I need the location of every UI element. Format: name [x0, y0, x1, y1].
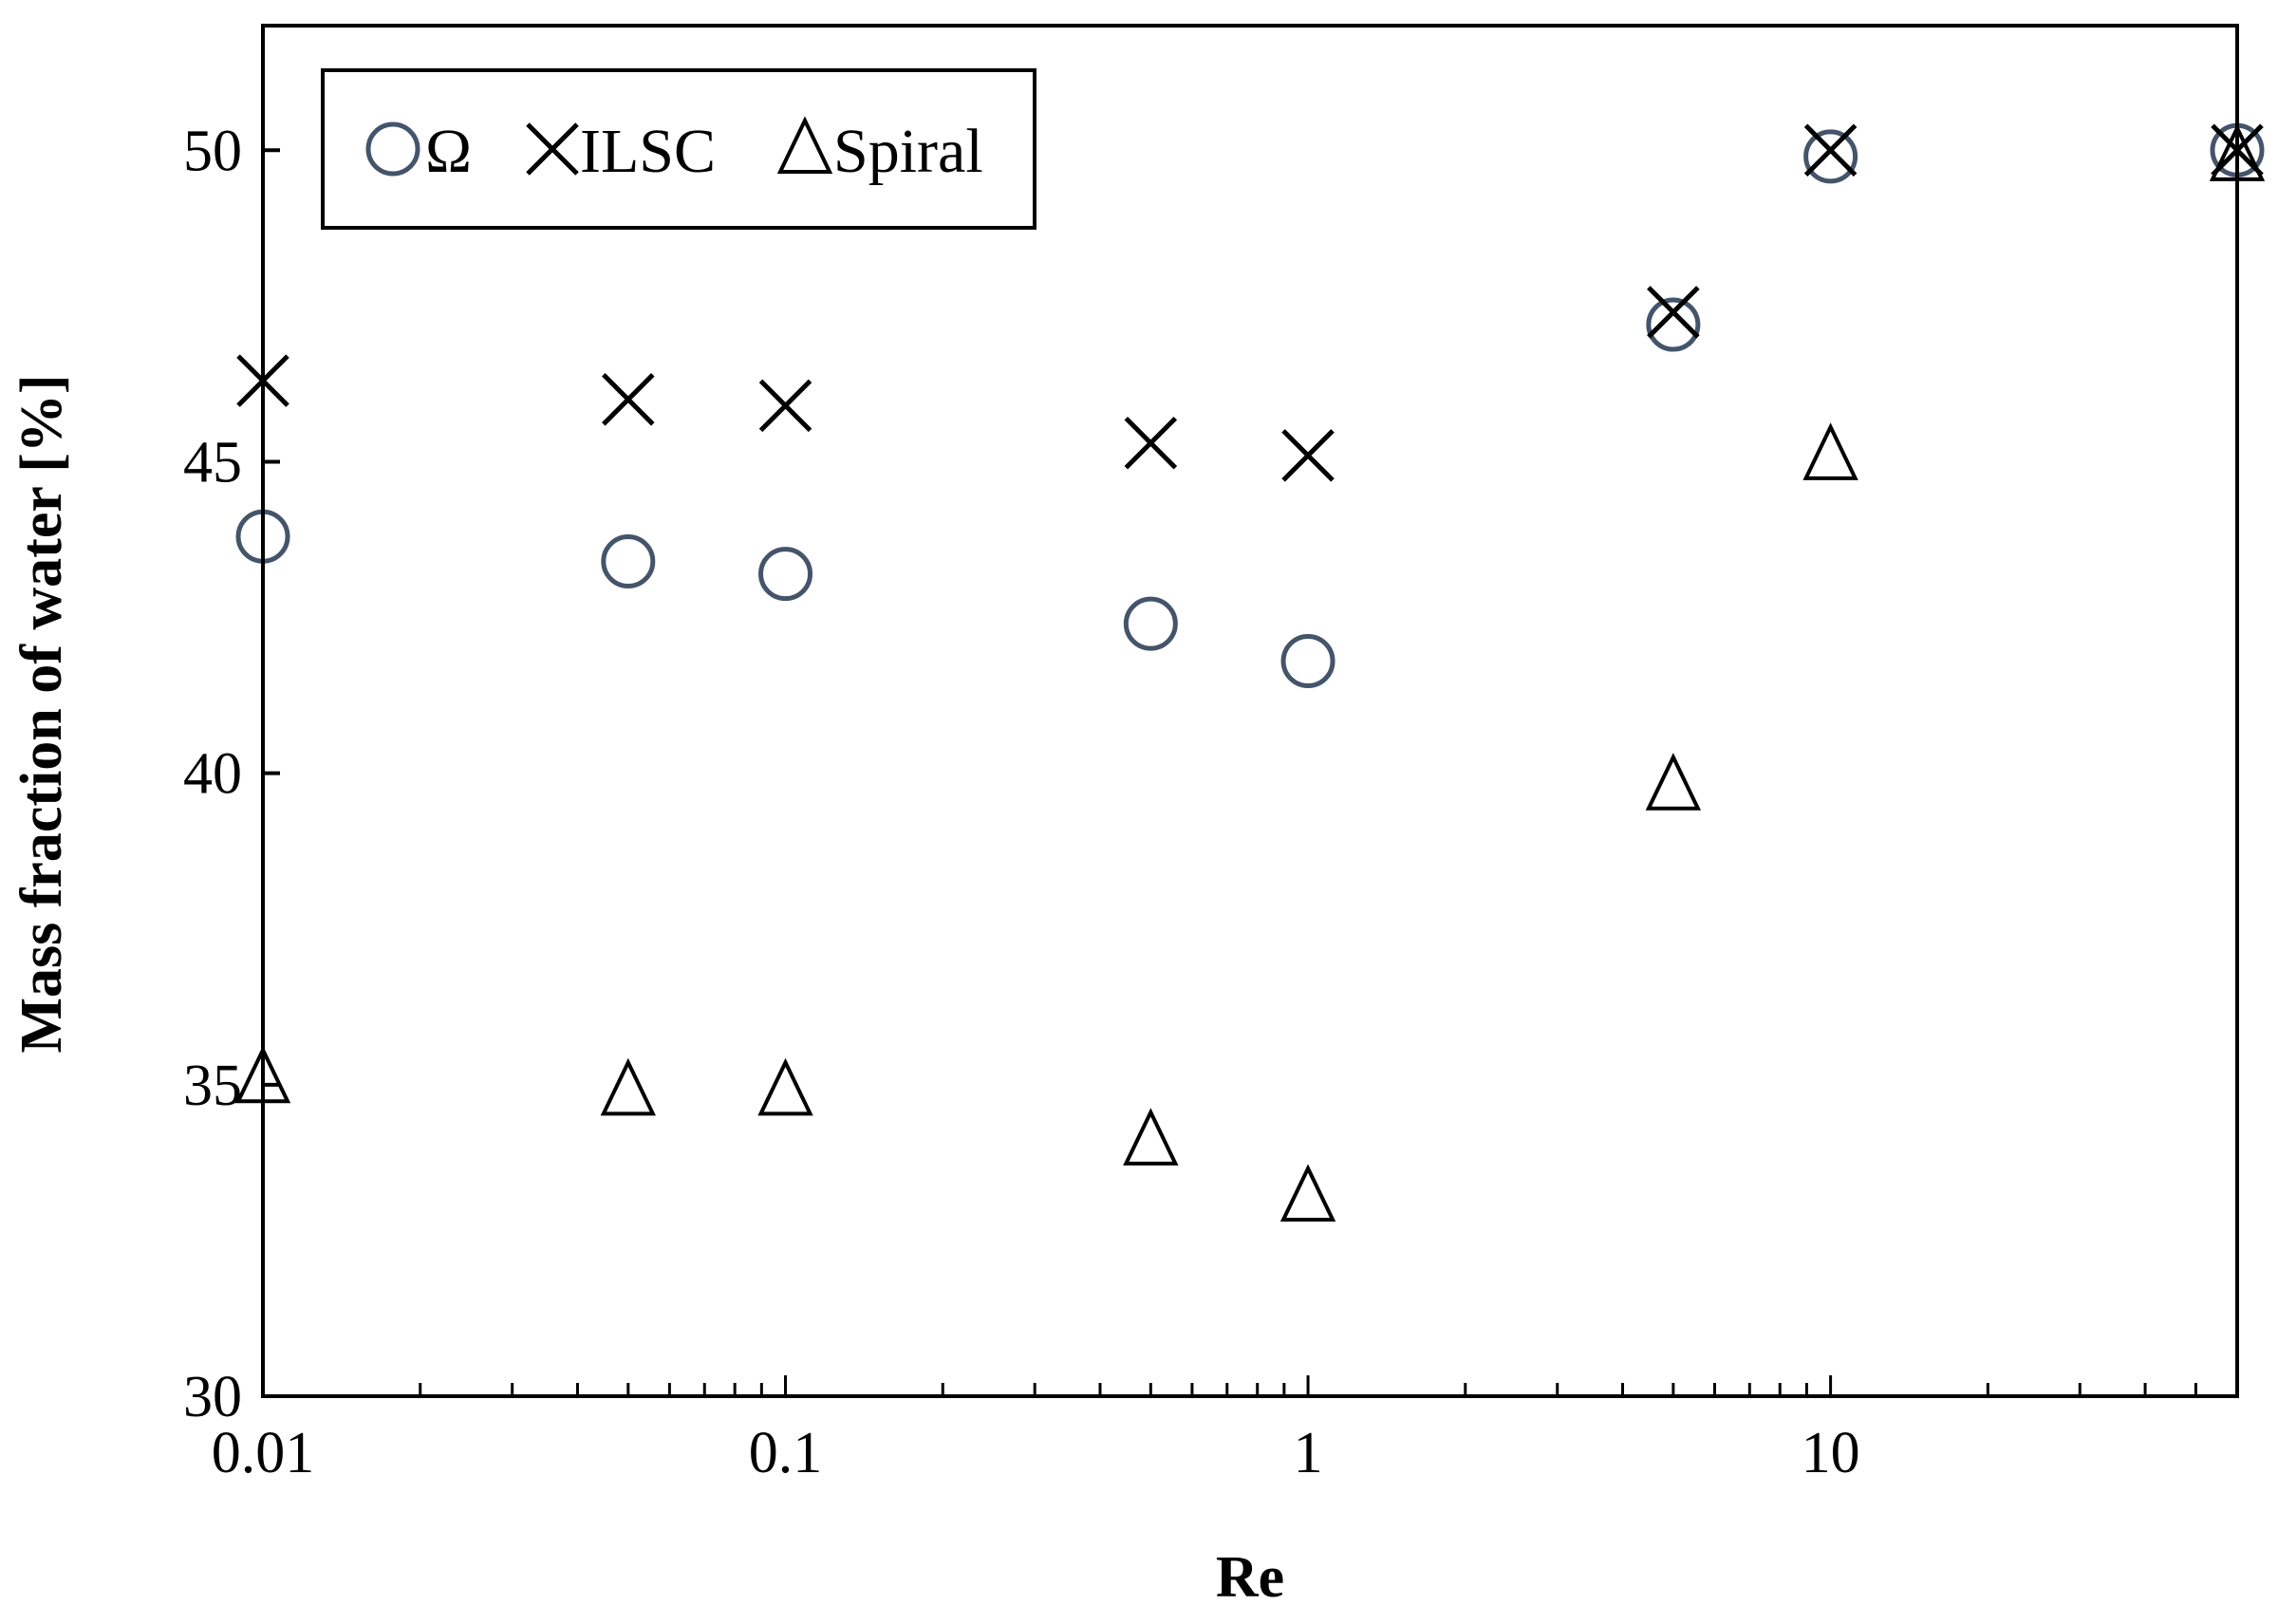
x-tick-label: 0.01	[212, 1421, 315, 1485]
circle-point	[758, 547, 813, 602]
cross-stroke	[602, 373, 655, 426]
circle-point	[1803, 129, 1858, 184]
x-point	[1647, 286, 1700, 339]
y-axis-title: Mass fraction of water [%]	[9, 374, 74, 1053]
x-axis-title: Re	[1216, 1545, 1284, 1610]
x-point	[758, 379, 812, 433]
triangle-point	[1802, 422, 1858, 480]
cross-stroke	[1803, 123, 1858, 177]
circle-point	[1123, 596, 1178, 651]
legend-triangle-marker	[776, 116, 833, 174]
x-point	[1281, 429, 1335, 482]
legend-label: ILSC	[580, 117, 716, 186]
cross-stroke	[758, 379, 812, 433]
x-tick-label: 10	[1802, 1421, 1860, 1485]
circle-point	[1280, 633, 1335, 688]
circle-point	[601, 533, 656, 588]
legend-x-marker	[526, 122, 579, 176]
x-point	[602, 373, 655, 426]
series-0	[235, 122, 2265, 688]
legend: Ω ILSC Spiral	[321, 68, 1036, 230]
y-tick-label: 50	[183, 119, 242, 183]
x-point	[1803, 123, 1858, 177]
triangle-point	[1645, 753, 1702, 811]
legend-label: Ω	[425, 117, 472, 186]
legend-item: Spiral	[776, 116, 983, 186]
y-tick-label: 40	[183, 742, 242, 807]
x-axis-ticks: 0.01 0.1 1 10	[212, 1375, 2239, 1485]
cross-stroke	[1647, 286, 1700, 339]
legend-circle-marker	[365, 121, 420, 177]
y-tick-label: 30	[183, 1365, 242, 1429]
triangle-point	[600, 1057, 656, 1116]
cross-stroke	[526, 122, 579, 176]
plot-area-frame	[261, 24, 2239, 1398]
x-tick-label: 0.1	[749, 1421, 823, 1485]
y-axis-ticks: 30 35 40 45 50	[183, 119, 280, 1429]
legend-item: ILSC	[526, 117, 716, 186]
y-tick-label: 35	[183, 1054, 242, 1118]
triangle-point	[757, 1057, 813, 1116]
legend-box	[321, 68, 1036, 230]
y-tick-label: 45	[183, 430, 242, 495]
data-markers	[234, 122, 2266, 1222]
circle-point	[1646, 297, 1701, 352]
triangle-point	[1123, 1108, 1179, 1166]
triangle-point	[1279, 1164, 1336, 1222]
legend-label: Spiral	[833, 117, 983, 186]
cross-stroke	[1281, 429, 1335, 482]
x-point	[1124, 416, 1178, 470]
series-1	[236, 123, 2264, 482]
cross-stroke	[1124, 416, 1178, 470]
x-tick-label: 1	[1294, 1421, 1323, 1485]
legend-item: Ω	[365, 117, 472, 186]
legend-items: Ω ILSC Spiral	[365, 116, 983, 186]
